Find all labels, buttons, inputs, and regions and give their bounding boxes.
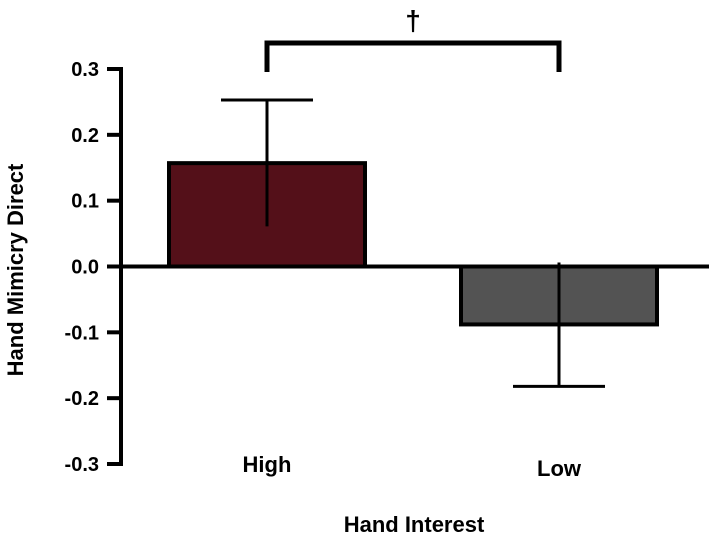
y-tick-label: 0.0	[71, 257, 99, 279]
bars: High Low	[167, 98, 659, 481]
axes	[119, 67, 709, 466]
x-axis-title: Hand Interest	[344, 512, 485, 537]
y-tick-label: -0.3	[65, 454, 99, 476]
y-tick-label: 0.1	[71, 191, 99, 213]
category-label-low: Low	[537, 456, 582, 481]
y-tick-label: -0.2	[65, 388, 99, 410]
y-axis-ticks: 0.3 0.2 0.1 0.0 -0.1 -0.2 -0.3	[65, 59, 121, 476]
y-axis-title: Hand Mimicry Direct	[3, 163, 28, 376]
y-tick-label: -0.1	[65, 322, 99, 344]
significance-bracket-line	[264, 40, 562, 72]
significance-bracket: †	[264, 5, 562, 72]
significance-marker: †	[405, 5, 421, 36]
y-tick-label: 0.3	[71, 59, 99, 81]
y-tick-label: 0.2	[71, 125, 99, 147]
category-label-high: High	[243, 452, 292, 477]
